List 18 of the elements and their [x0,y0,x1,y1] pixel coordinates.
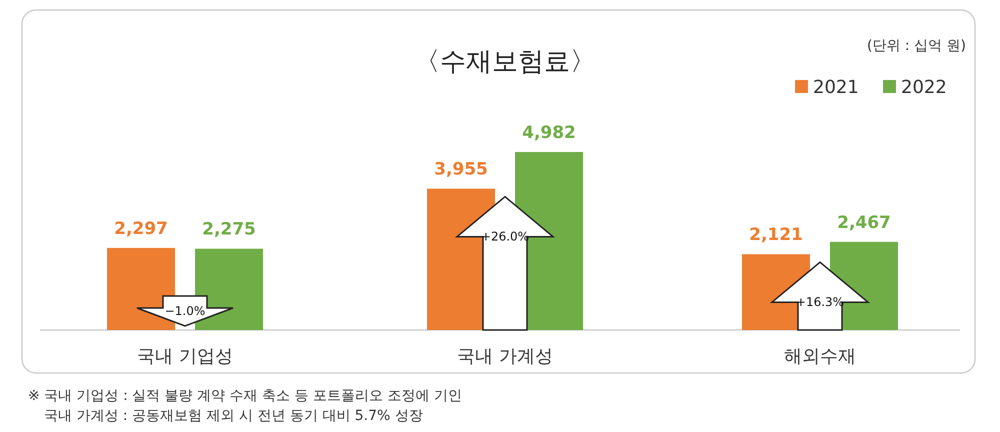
annotation: +16.3% [796,295,844,310]
data-label: 2,121 [749,225,803,246]
data-label: 4,982 [522,123,576,143]
annotation: +26.0% [480,230,530,244]
text: 국내 가계성 : 공동재보험 제외 시 전년 동기 대비 5.7% 성장 [44,408,423,424]
x-tick-label: 국내 가계성 [457,346,553,367]
chart-title: 〈수재보험료〉 [414,47,596,77]
text: ※ 국내 기업성 : 실적 불량 계약 수재 축소 등 포트폴리오 조정에 기인 [28,388,462,404]
x-tick-label: 국내 기업성 [137,346,233,367]
data-label: 3,955 [434,160,488,180]
text: (단위 : 십억 원) [867,38,966,54]
data-label: 2,297 [114,218,168,239]
legend-label: 2021 [813,77,859,98]
data-label: 2,467 [837,212,891,233]
data-label: 2,275 [202,220,256,240]
annotation: −1.0% [164,304,206,318]
legend-label: 2022 [901,77,947,98]
x-tick-label: 해외수재 [784,346,856,367]
